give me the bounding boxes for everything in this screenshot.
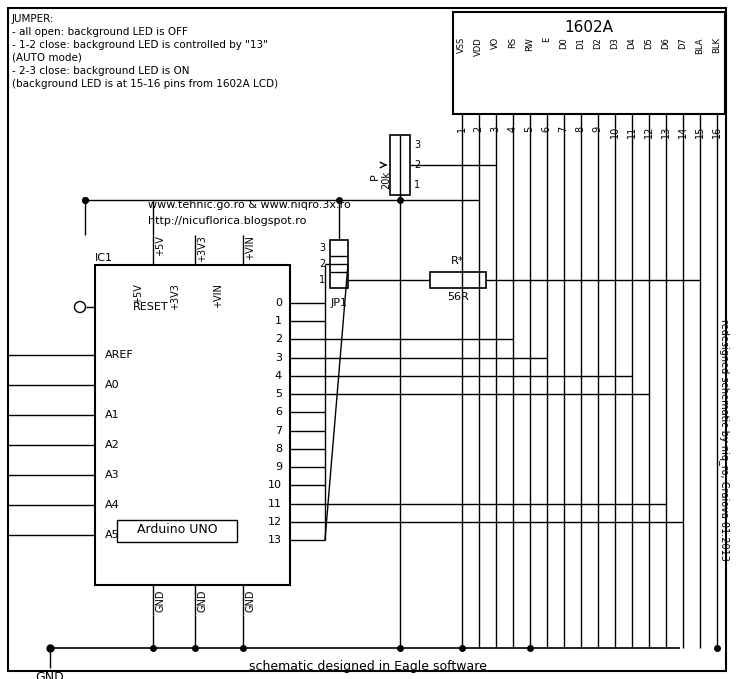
Text: 16: 16 xyxy=(712,126,721,139)
Text: A1: A1 xyxy=(105,410,120,420)
Text: RW: RW xyxy=(525,37,534,51)
Text: D4: D4 xyxy=(627,37,636,49)
Text: http://nicuflorica.blogspot.ro: http://nicuflorica.blogspot.ro xyxy=(148,216,306,226)
Text: D7: D7 xyxy=(678,37,687,49)
Text: D6: D6 xyxy=(661,37,670,49)
Bar xyxy=(95,265,290,585)
Bar xyxy=(117,520,237,542)
Bar xyxy=(330,240,348,288)
Bar xyxy=(430,272,486,288)
Text: BLK: BLK xyxy=(712,37,721,53)
Text: +5V: +5V xyxy=(133,283,143,304)
Text: GND: GND xyxy=(197,589,207,612)
Text: A0: A0 xyxy=(105,380,120,390)
Text: +5V: +5V xyxy=(155,235,165,256)
Text: +3V3: +3V3 xyxy=(170,283,180,310)
Text: +VIN: +VIN xyxy=(213,283,223,308)
Text: GND: GND xyxy=(155,589,165,612)
Text: E: E xyxy=(542,37,551,42)
Text: 9: 9 xyxy=(592,126,603,132)
Text: A3: A3 xyxy=(105,470,120,480)
Text: 5: 5 xyxy=(525,126,534,132)
Text: 13: 13 xyxy=(268,535,282,545)
Text: 3: 3 xyxy=(275,352,282,363)
Text: 11: 11 xyxy=(268,498,282,509)
Text: +VIN: +VIN xyxy=(245,235,255,260)
Text: D3: D3 xyxy=(610,37,619,49)
Text: GND: GND xyxy=(245,589,255,612)
Text: 6: 6 xyxy=(542,126,551,132)
Text: VO: VO xyxy=(491,37,500,50)
Text: 20k: 20k xyxy=(381,171,391,189)
Text: A5: A5 xyxy=(105,530,120,540)
Text: www.tehnic.go.ro & www.niqro.3x.ro: www.tehnic.go.ro & www.niqro.3x.ro xyxy=(148,200,351,210)
Text: 5: 5 xyxy=(275,389,282,399)
Text: JUMPER:: JUMPER: xyxy=(12,14,54,24)
Text: 3: 3 xyxy=(490,126,500,132)
Bar xyxy=(390,135,410,195)
Text: 13: 13 xyxy=(660,126,670,139)
Text: 8: 8 xyxy=(275,444,282,454)
Text: IC1: IC1 xyxy=(95,253,113,263)
Text: (background LED is at 15-16 pins from 1602A LCD): (background LED is at 15-16 pins from 16… xyxy=(12,79,278,89)
Text: 8: 8 xyxy=(576,126,586,132)
Text: 1: 1 xyxy=(275,316,282,326)
Text: 2: 2 xyxy=(319,259,325,269)
Text: P: P xyxy=(370,174,380,181)
Text: 7: 7 xyxy=(559,126,568,132)
Text: R*: R* xyxy=(451,256,464,266)
Text: 2: 2 xyxy=(275,335,282,344)
Text: 1: 1 xyxy=(414,180,420,190)
Text: 4: 4 xyxy=(508,126,517,132)
Text: 14: 14 xyxy=(678,126,687,139)
Text: VDD: VDD xyxy=(474,37,483,56)
Text: 4: 4 xyxy=(275,371,282,381)
Text: A4: A4 xyxy=(105,500,120,510)
Text: JP1: JP1 xyxy=(330,298,347,308)
Text: GND: GND xyxy=(35,671,64,679)
Text: 9: 9 xyxy=(275,462,282,472)
Text: 10: 10 xyxy=(268,480,282,490)
Text: 7: 7 xyxy=(275,426,282,436)
Text: BLA: BLA xyxy=(695,37,704,54)
Text: RS: RS xyxy=(508,37,517,48)
Text: D1: D1 xyxy=(576,37,585,49)
Text: - 2-3 close: background LED is ON: - 2-3 close: background LED is ON xyxy=(12,66,189,76)
Text: - 1-2 close: background LED is controlled by "13": - 1-2 close: background LED is controlle… xyxy=(12,40,268,50)
Text: 3: 3 xyxy=(414,140,420,150)
Text: 12: 12 xyxy=(268,517,282,527)
Text: - all open: background LED is OFF: - all open: background LED is OFF xyxy=(12,27,188,37)
Text: 6: 6 xyxy=(275,407,282,418)
Text: 0: 0 xyxy=(275,298,282,308)
Text: A2: A2 xyxy=(105,440,120,450)
Text: 11: 11 xyxy=(626,126,637,139)
Text: D0: D0 xyxy=(559,37,568,49)
Text: Arduino UNO: Arduino UNO xyxy=(137,523,217,536)
Text: schematic designed in Eagle software: schematic designed in Eagle software xyxy=(249,660,487,673)
Text: D5: D5 xyxy=(644,37,653,49)
Bar xyxy=(453,12,725,114)
Text: 2: 2 xyxy=(414,160,420,170)
Text: AREF: AREF xyxy=(105,350,134,360)
Text: 15: 15 xyxy=(695,126,704,139)
Text: (AUTO mode): (AUTO mode) xyxy=(12,53,82,63)
Text: +3V3: +3V3 xyxy=(197,235,207,262)
Text: 56R: 56R xyxy=(447,292,469,302)
Text: 10: 10 xyxy=(609,126,620,139)
Text: 1: 1 xyxy=(456,126,467,132)
Text: 2: 2 xyxy=(473,126,484,132)
Text: VSS: VSS xyxy=(457,37,466,53)
Text: RESET: RESET xyxy=(133,302,169,312)
Text: 1: 1 xyxy=(319,275,325,285)
Text: redesigned schematic by niq_ro, Craiova 01.2013: redesigned schematic by niq_ro, Craiova … xyxy=(718,319,729,561)
Text: 3: 3 xyxy=(319,243,325,253)
Text: D2: D2 xyxy=(593,37,602,49)
Text: 12: 12 xyxy=(643,126,654,139)
Text: 1602A: 1602A xyxy=(565,20,614,35)
